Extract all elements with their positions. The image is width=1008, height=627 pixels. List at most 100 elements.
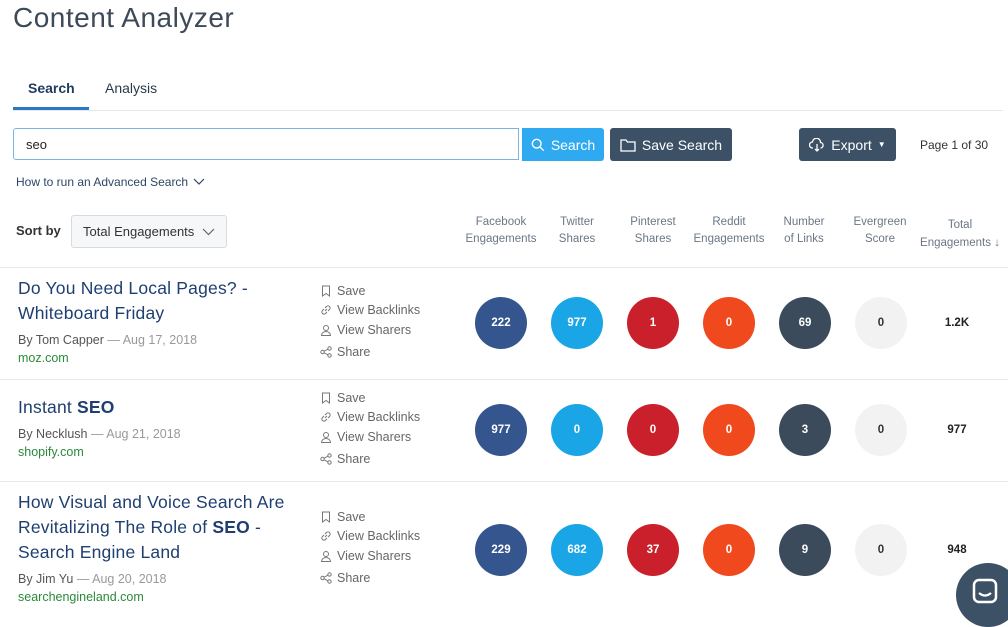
- share-action-label: Share: [337, 452, 371, 466]
- user-icon: [320, 325, 332, 336]
- column-header-twitter[interactable]: Twitter Shares: [537, 214, 617, 248]
- twitter-shares-badge[interactable]: 0: [551, 404, 603, 456]
- twitter-shares-badge[interactable]: 682: [551, 524, 603, 576]
- view-sharers-label: View Sharers: [337, 430, 412, 444]
- reddit-engagements-badge[interactable]: 0: [703, 404, 755, 456]
- save-action-label: Save: [337, 391, 366, 405]
- pinterest-shares-badge[interactable]: 37: [627, 524, 679, 576]
- view-sharers-label: View Sharers: [337, 323, 412, 337]
- tab-search[interactable]: Search: [28, 80, 75, 96]
- column-header-total[interactable]: Total Engagements ↓: [912, 216, 1008, 252]
- column-header-line: Twitter: [560, 216, 594, 228]
- bookmark-icon: [322, 511, 330, 523]
- article-domain[interactable]: searchengineland.com: [18, 590, 144, 604]
- user-icon: [320, 432, 332, 443]
- column-header-line: Total: [947, 219, 973, 231]
- save-action[interactable]: Save: [320, 510, 366, 524]
- article-domain[interactable]: moz.com: [18, 351, 69, 365]
- export-button[interactable]: Export ▼: [799, 128, 896, 161]
- article-byline: By Tom Capper — Aug 17, 2018: [18, 333, 197, 347]
- column-header-links[interactable]: Number of Links: [764, 214, 844, 248]
- article-date: — Aug 21, 2018: [90, 427, 181, 441]
- column-header-line: Number: [783, 216, 825, 228]
- column-header-line: Score: [864, 233, 896, 245]
- row-divider: [0, 267, 1008, 268]
- view-backlinks-label: View Backlinks: [337, 303, 421, 317]
- view-backlinks-action[interactable]: View Backlinks: [320, 529, 420, 543]
- view-backlinks-label: View Backlinks: [337, 529, 421, 543]
- view-backlinks-action[interactable]: View Backlinks: [320, 410, 420, 424]
- column-header-pinterest[interactable]: Pinterest Shares: [613, 214, 693, 248]
- article-date: — Aug 20, 2018: [76, 572, 167, 586]
- sort-selected-value: Total Engagements: [83, 224, 195, 239]
- save-action[interactable]: Save: [320, 284, 366, 298]
- share-action[interactable]: Share: [320, 452, 370, 466]
- share-action-label: Share: [337, 571, 371, 585]
- save-search-button[interactable]: Save Search: [610, 128, 732, 161]
- sort-select[interactable]: Total Engagements: [71, 215, 227, 248]
- column-header-line: Engagements ↓: [920, 237, 1000, 249]
- article-byline: By Necklush — Aug 21, 2018: [18, 427, 181, 441]
- article-author[interactable]: By Necklush: [18, 427, 88, 441]
- share-icon: [320, 572, 332, 584]
- view-backlinks-action[interactable]: View Backlinks: [320, 303, 420, 317]
- save-action[interactable]: Save: [320, 391, 366, 405]
- article-title-link[interactable]: How Visual and Voice Search Are Revitali…: [18, 490, 288, 565]
- export-label: Export: [831, 136, 872, 153]
- reddit-engagements-badge[interactable]: 0: [703, 524, 755, 576]
- share-icon: [320, 346, 332, 358]
- number-of-links-badge[interactable]: 69: [779, 297, 831, 349]
- search-term-highlight: SEO: [212, 517, 250, 537]
- article-title-link[interactable]: Do You Need Local Pages? - Whiteboard Fr…: [18, 278, 248, 323]
- tab-analysis[interactable]: Analysis: [105, 80, 158, 96]
- twitter-shares-badge[interactable]: 977: [551, 297, 603, 349]
- bookmark-icon: [322, 392, 330, 404]
- view-sharers-action[interactable]: View Sharers: [320, 430, 411, 444]
- number-of-links-badge[interactable]: 3: [779, 404, 831, 456]
- column-header-line: Facebook: [475, 216, 527, 228]
- save-search-label: Save Search: [641, 136, 723, 153]
- share-action[interactable]: Share: [320, 345, 370, 359]
- facebook-engagements-badge[interactable]: 229: [475, 524, 527, 576]
- advanced-search-link[interactable]: How to run an Advanced Search: [16, 175, 205, 189]
- article-title-link[interactable]: Instant SEO: [18, 395, 298, 420]
- facebook-engagements-badge[interactable]: 977: [475, 404, 527, 456]
- article-title-text: Instant: [18, 397, 77, 417]
- number-of-links-badge[interactable]: 9: [779, 524, 831, 576]
- bookmark-icon: [322, 285, 330, 297]
- user-icon: [320, 551, 332, 562]
- column-header-reddit[interactable]: Reddit Engagements: [689, 214, 769, 248]
- evergreen-score-badge: 0: [855, 297, 907, 349]
- column-header-evergreen[interactable]: Evergreen Score: [840, 214, 920, 248]
- article-domain[interactable]: shopify.com: [18, 445, 84, 459]
- article-author[interactable]: By Jim Yu: [18, 572, 74, 586]
- article-date: — Aug 17, 2018: [107, 333, 198, 347]
- search-input[interactable]: [13, 128, 519, 160]
- column-header-line: of Links: [784, 233, 824, 245]
- column-header-line: Shares: [634, 233, 672, 245]
- view-sharers-label: View Sharers: [337, 549, 412, 563]
- view-sharers-action[interactable]: View Sharers: [320, 323, 411, 337]
- pagination-info: Page 1 of 30: [920, 138, 989, 152]
- view-backlinks-label: View Backlinks: [337, 410, 421, 424]
- row-divider: [0, 481, 1008, 482]
- page-title: Content Analyzer: [13, 2, 235, 33]
- column-header-facebook[interactable]: Facebook Engagements: [461, 214, 541, 248]
- view-sharers-action[interactable]: View Sharers: [320, 549, 411, 563]
- caret-down-icon: ▼: [877, 140, 886, 149]
- reddit-engagements-badge[interactable]: 0: [703, 297, 755, 349]
- folder-icon: [620, 138, 636, 152]
- chat-widget-button[interactable]: [956, 563, 1008, 627]
- facebook-engagements-badge[interactable]: 222: [475, 297, 527, 349]
- column-header-line: Reddit: [712, 216, 746, 228]
- pinterest-shares-badge[interactable]: 1: [627, 297, 679, 349]
- share-icon: [320, 453, 332, 465]
- pinterest-shares-badge[interactable]: 0: [627, 404, 679, 456]
- article-author[interactable]: By Tom Capper: [18, 333, 104, 347]
- share-action[interactable]: Share: [320, 571, 370, 585]
- evergreen-score-badge: 0: [855, 404, 907, 456]
- link-icon: [321, 412, 331, 422]
- cloud-download-icon: [809, 137, 825, 152]
- column-header-line: Engagements: [693, 233, 765, 245]
- search-button[interactable]: Search: [522, 128, 604, 161]
